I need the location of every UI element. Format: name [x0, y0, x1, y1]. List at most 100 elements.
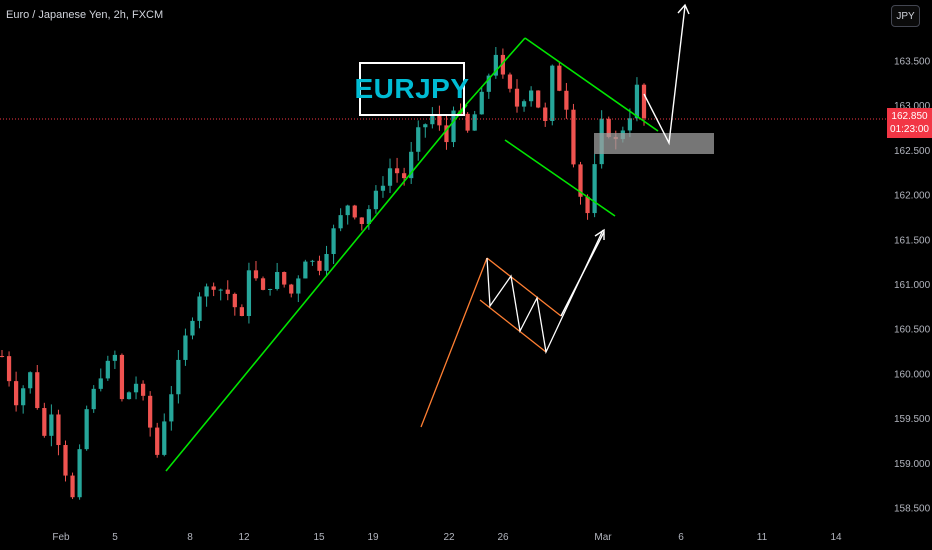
candle-down: [56, 414, 61, 446]
candle-down: [282, 272, 287, 285]
candle-down: [0, 356, 5, 358]
candle-down: [465, 113, 470, 131]
chart-title: Euro / Japanese Yen, 2h, FXCM: [6, 9, 164, 21]
candle-up: [28, 372, 33, 389]
flag-zigzag[interactable]: [486, 229, 604, 355]
flag-top-line[interactable]: [486, 257, 562, 317]
candle-down: [232, 293, 237, 308]
candle-down: [63, 445, 68, 476]
candle-down: [140, 383, 146, 396]
candle-up: [310, 260, 315, 262]
candle-down: [119, 354, 125, 400]
candle-up: [479, 91, 484, 115]
price-tick-label: 160.500: [894, 325, 931, 336]
candle-down: [13, 381, 19, 406]
currency-button[interactable]: JPY: [891, 5, 920, 27]
uptrend-channel-lower[interactable]: [165, 104, 468, 472]
candle-up: [380, 185, 386, 191]
candle-down: [253, 270, 259, 279]
price-tick-label: 159.500: [894, 414, 931, 425]
candle-up: [84, 409, 89, 450]
candle-up: [275, 272, 280, 289]
bull-flag-illustration[interactable]: [420, 229, 604, 428]
flag-breakout-arrow-shaft[interactable]: [560, 231, 605, 317]
candle-up: [190, 320, 195, 336]
last-price-badge: 162.850 01:23:00: [887, 108, 932, 138]
candle-down: [543, 107, 548, 121]
candle-up: [627, 118, 633, 131]
projection-arrows[interactable]: [560, 3, 690, 317]
price-tick-label: 161.500: [894, 235, 931, 246]
candle-up: [493, 54, 498, 76]
candle-up: [197, 296, 202, 321]
time-tick-label: Mar: [594, 532, 612, 543]
candle-down: [155, 427, 160, 455]
candle-up: [387, 168, 393, 186]
symbol-label: EURJPY: [354, 62, 469, 116]
candle-down: [585, 196, 590, 214]
candle-up: [105, 360, 110, 379]
candle-down: [394, 168, 400, 174]
candle-up: [451, 110, 456, 143]
candle-down: [148, 395, 153, 428]
candle-down: [606, 118, 611, 137]
candle-up: [331, 228, 336, 255]
uptrend-channel-upper[interactable]: [455, 37, 526, 117]
candle-down: [239, 307, 244, 317]
candle-up: [303, 261, 308, 279]
candle-down: [289, 284, 294, 294]
candle-down: [507, 74, 513, 89]
flag-pole[interactable]: [420, 257, 488, 428]
time-tick-label: 5: [112, 532, 118, 543]
candle-down: [6, 356, 12, 382]
candle-up: [112, 354, 117, 361]
candle-up: [592, 164, 597, 214]
candle-down: [35, 372, 40, 409]
candle-down: [564, 90, 569, 110]
flag-upper-line[interactable]: [524, 37, 659, 132]
flag-bottom-line[interactable]: [479, 299, 547, 353]
candle-up: [91, 388, 96, 410]
candle-up: [423, 124, 428, 128]
time-tick-label: 8: [187, 532, 193, 543]
time-tick-label: 6: [678, 532, 684, 543]
candle-up: [267, 288, 273, 290]
candle-down: [514, 88, 520, 107]
bar-countdown: 01:23:00: [890, 124, 929, 135]
candle-down: [444, 125, 449, 143]
candle-down: [260, 278, 266, 290]
candle-up: [162, 421, 167, 455]
time-axis[interactable]: Feb 5 8 12 15 19 22 26 Mar 6 11 14: [52, 532, 842, 543]
projection-arrow-head: [677, 3, 690, 15]
candle-up: [472, 114, 477, 131]
candle-down: [211, 286, 216, 290]
time-tick-label: Feb: [52, 532, 70, 543]
candle-up: [49, 414, 54, 436]
candle-down: [571, 109, 576, 165]
price-axis[interactable]: 163.500 163.000 162.500 162.000 161.500 161.0…: [894, 57, 931, 515]
candle-up: [416, 127, 421, 152]
candle-up: [183, 335, 188, 360]
last-price-value: 162.850: [891, 111, 928, 122]
candle-up: [409, 151, 414, 179]
candle-down: [437, 114, 442, 126]
candle-down: [317, 260, 322, 271]
candle-up: [218, 289, 223, 291]
time-tick-label: 11: [757, 532, 768, 543]
candle-up: [366, 209, 371, 225]
candle-down: [536, 90, 541, 108]
flag-lower-line[interactable]: [504, 139, 616, 217]
time-tick-label: 22: [443, 532, 455, 543]
candle-up: [486, 75, 491, 92]
candle-up: [345, 205, 350, 216]
projection-arrow-path[interactable]: [643, 5, 686, 146]
candle-down: [578, 164, 583, 197]
breakout-retest-zone[interactable]: [594, 133, 714, 154]
candle-up: [521, 101, 527, 107]
candle-up: [338, 215, 343, 229]
candle-up: [21, 388, 26, 406]
trend-drawings[interactable]: [165, 37, 659, 472]
price-tick-label: 161.000: [894, 280, 931, 291]
